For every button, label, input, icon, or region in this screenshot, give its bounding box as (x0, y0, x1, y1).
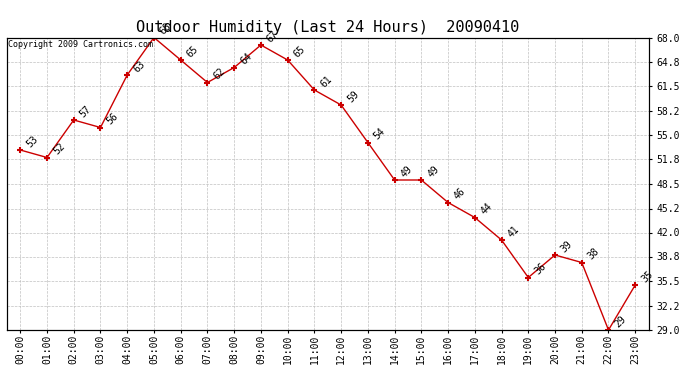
Text: 36: 36 (533, 261, 548, 277)
Text: 52: 52 (51, 141, 66, 157)
Text: 44: 44 (479, 201, 494, 217)
Text: 67: 67 (265, 29, 280, 44)
Text: 49: 49 (399, 164, 414, 179)
Text: Copyright 2009 Cartronics.com: Copyright 2009 Cartronics.com (8, 40, 152, 50)
Text: 63: 63 (131, 59, 147, 74)
Text: 39: 39 (559, 239, 575, 254)
Text: 54: 54 (372, 126, 387, 142)
Title: Outdoor Humidity (Last 24 Hours)  20090410: Outdoor Humidity (Last 24 Hours) 2009041… (136, 20, 520, 35)
Text: 56: 56 (105, 111, 120, 127)
Text: 38: 38 (586, 246, 601, 262)
Text: 46: 46 (452, 186, 468, 202)
Text: 65: 65 (185, 44, 200, 59)
Text: 57: 57 (78, 104, 93, 119)
Text: 59: 59 (345, 89, 361, 104)
Text: 35: 35 (640, 269, 655, 284)
Text: 29: 29 (613, 314, 628, 329)
Text: 68: 68 (158, 21, 173, 37)
Text: 61: 61 (319, 74, 334, 89)
Text: 41: 41 (506, 224, 521, 239)
Text: 49: 49 (426, 164, 441, 179)
Text: 53: 53 (24, 134, 40, 149)
Text: 62: 62 (212, 66, 227, 82)
Text: 65: 65 (292, 44, 307, 59)
Text: 64: 64 (238, 51, 254, 67)
